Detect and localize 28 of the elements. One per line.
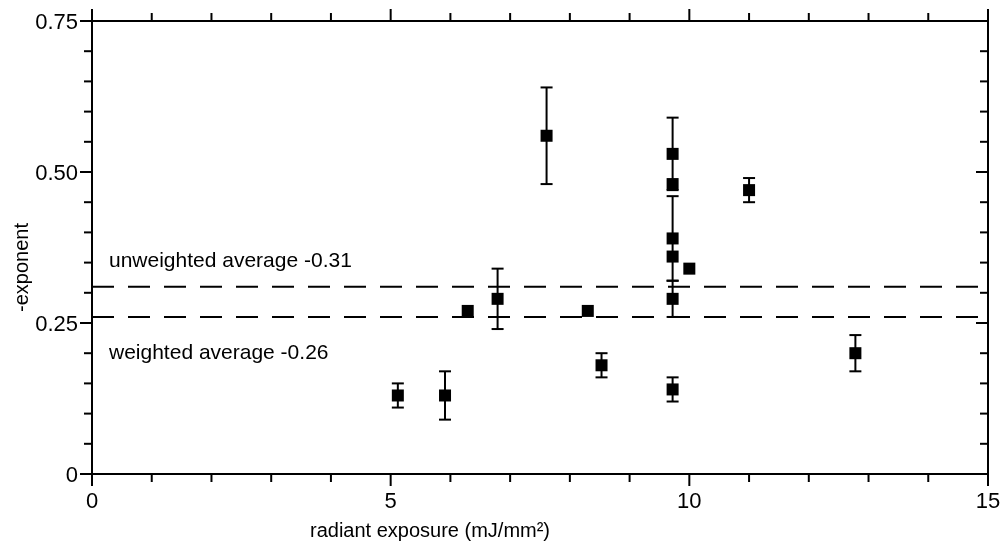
y-tick-label: 0.75 [35, 9, 78, 34]
point [540, 129, 553, 142]
point [743, 184, 756, 197]
x-axis-title: radiant exposure (mJ/mm²) [309, 519, 551, 541]
point [595, 359, 608, 372]
point [391, 389, 404, 402]
point [666, 147, 679, 160]
point [461, 304, 474, 317]
point [849, 347, 862, 360]
point [666, 178, 679, 191]
point [666, 383, 679, 396]
point [683, 262, 696, 275]
y-tick-label: 0.50 [35, 160, 78, 185]
y-tick-label: 0.25 [35, 311, 78, 336]
x-tick-label: 10 [677, 488, 702, 513]
ref-line-label: weighted average -0.26 [108, 339, 329, 363]
point [581, 304, 594, 317]
y-tick-label: 0 [65, 462, 78, 487]
point [666, 232, 679, 245]
ref-line-label: unweighted average -0.31 [109, 247, 352, 271]
point [491, 292, 504, 305]
x-tick-label: 0 [85, 488, 99, 513]
x-tick-label: 15 [975, 488, 1001, 513]
point [439, 389, 452, 402]
point [666, 250, 679, 263]
point [666, 292, 679, 305]
x-tick-label: 5 [384, 488, 397, 513]
y-axis-title: -exponent [10, 222, 32, 312]
